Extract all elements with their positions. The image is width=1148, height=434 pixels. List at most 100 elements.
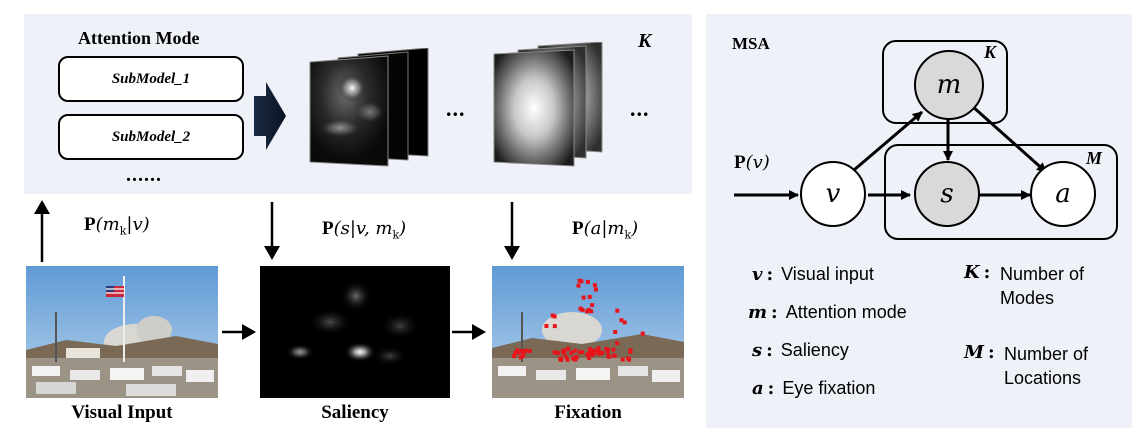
fixation-point [566,346,571,351]
fixation-point [569,350,574,355]
fixation-point [622,320,627,325]
fixation-point [562,348,567,353]
right-arrow-1-icon [222,324,256,340]
block-arrow-icon [254,82,286,150]
plate-m [884,144,1118,240]
submodel-2-box: SubModel_2 [58,114,244,160]
right-arrow-2-icon [452,324,486,340]
fixation-point [577,350,582,355]
k-modes-label: K [638,30,652,52]
submodel-1-box: SubModel_1 [58,56,244,102]
fixation-point [513,350,518,355]
fixation-point [577,278,582,283]
fixation-point [596,346,601,351]
legend-m-plate-text: Number of Locations [1004,344,1089,388]
fixation-point [578,306,583,311]
plate-m-label: M [1086,148,1103,168]
fixation-point [515,348,520,352]
fixation-point [589,309,594,314]
caption-saliency: Saliency [321,402,389,423]
fixation-point [552,324,557,329]
fixation-point [580,350,585,355]
fixation-point [527,349,532,354]
fixation-map [492,266,684,398]
fixation-point [571,356,576,361]
fixation-point [586,307,591,312]
input-prior-label: P(v) [734,152,770,173]
fixation-point [595,350,600,354]
fixation-point [521,351,526,356]
visual-input-photo [26,266,218,398]
fixation-point [591,352,596,357]
fixation-point [559,357,564,362]
up-arrow-icon [34,200,50,262]
plate-k-label: K [984,42,997,62]
ellipsis-1: ... [446,96,466,121]
fixation-point [580,307,585,312]
down-arrow-fixation-icon [504,202,520,260]
caption-fixation: Fixation [554,402,622,423]
fixation-point [518,355,523,360]
node-s: s [914,161,980,227]
submodel-more-dots: ...... [126,164,162,186]
fixation-point [524,348,529,353]
fixation-points [512,278,645,362]
submodel-1-label: SubModel_1 [111,70,191,87]
plate-k [882,40,1008,124]
fixation-point [628,349,633,354]
fixation-point [626,356,631,361]
fixation-point [516,350,521,355]
saliency-map-front [309,55,389,167]
saliency-map [260,266,450,398]
fixation-point [520,348,525,353]
fixation-point [555,350,560,355]
fixation-point [521,353,525,358]
fixation-point [615,341,620,346]
fixation-point [606,354,611,359]
legend-k-text: Number of Modes [1000,264,1085,308]
legend-v: v : Visual input [752,264,874,285]
eq-fixation-posterior: P(a|mk) [572,218,639,242]
fixation-point [576,283,581,288]
eq-saliency-posterior: P(s|v, mk) [322,218,407,242]
fixation-point [640,331,645,336]
submodel-saliency-stack [309,48,429,167]
legend-m-plate: M : [964,342,995,363]
eq-mode-posterior: P(mk|v) [84,214,150,238]
fixation-point [593,287,598,292]
attention-mode-title: Attention Mode [78,28,200,48]
fixation-point [552,350,557,355]
fixation-point [587,356,592,361]
fixation-point [615,308,620,313]
fixation-point [611,347,616,352]
node-a: a [1030,161,1096,227]
fixation-point [544,324,549,328]
fixation-point [590,303,595,308]
fixation-point [587,294,592,299]
fixation-point [591,348,596,353]
fixation-point [573,357,578,362]
fixation-point [588,347,592,352]
node-m: m [914,50,984,120]
center-bias-front [493,49,575,167]
fixation-point [561,351,566,356]
fixation-point [512,354,517,359]
fixation-point [613,330,618,334]
fixation-point [565,357,570,362]
ellipsis-2: ... [630,96,650,121]
fixation-point [598,351,603,356]
down-arrow-saliency-icon [264,202,280,260]
fixation-point [588,351,593,356]
legend-s: s : Saliency [752,340,849,361]
legend-k: K : [964,262,991,283]
fixation-point [564,355,569,360]
msa-title: MSA [732,34,770,53]
fixation-point [573,355,578,360]
fixation-point [620,357,625,362]
legend-m: m : Attention mode [748,302,907,323]
node-v: v [800,161,866,227]
fixation-point [581,295,586,300]
fixation-point [585,279,590,284]
fixation-point [605,349,610,354]
fixation-point [552,314,557,319]
